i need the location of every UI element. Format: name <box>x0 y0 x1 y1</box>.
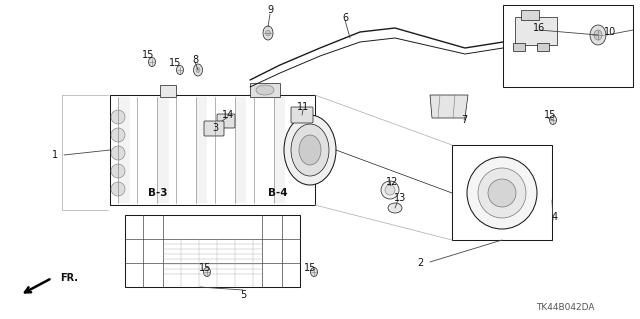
Text: 11: 11 <box>297 102 309 112</box>
FancyBboxPatch shape <box>291 107 313 123</box>
Ellipse shape <box>111 164 125 178</box>
Text: FR.: FR. <box>60 273 78 283</box>
Text: 8: 8 <box>192 55 198 65</box>
Text: 16: 16 <box>533 23 545 33</box>
Ellipse shape <box>385 185 395 195</box>
Text: 15: 15 <box>142 50 154 60</box>
Bar <box>110 95 315 205</box>
Ellipse shape <box>111 182 125 196</box>
Ellipse shape <box>177 65 184 75</box>
Ellipse shape <box>310 268 317 277</box>
Ellipse shape <box>266 30 271 36</box>
Bar <box>250 83 280 97</box>
Text: B-3: B-3 <box>148 188 168 198</box>
Text: 15: 15 <box>169 58 181 68</box>
Bar <box>537 43 549 51</box>
Bar <box>196 97 207 203</box>
FancyBboxPatch shape <box>204 121 224 136</box>
Text: 7: 7 <box>461 115 467 125</box>
Text: TK44B042DA: TK44B042DA <box>536 303 595 313</box>
Bar <box>452 145 552 240</box>
Text: 4: 4 <box>552 212 558 222</box>
Text: 13: 13 <box>394 193 406 203</box>
Ellipse shape <box>488 179 516 207</box>
Ellipse shape <box>111 110 125 124</box>
Text: 6: 6 <box>342 13 348 23</box>
Ellipse shape <box>284 115 336 185</box>
Ellipse shape <box>550 115 557 124</box>
Bar <box>515 17 557 45</box>
Text: B-4: B-4 <box>268 188 288 198</box>
Bar <box>157 97 168 203</box>
Text: 10: 10 <box>604 27 616 37</box>
Ellipse shape <box>148 57 156 66</box>
Ellipse shape <box>196 68 200 72</box>
Ellipse shape <box>291 124 329 176</box>
Ellipse shape <box>256 85 274 95</box>
Bar <box>118 97 130 203</box>
Text: 3: 3 <box>212 123 218 133</box>
Ellipse shape <box>388 203 402 213</box>
Ellipse shape <box>594 30 602 40</box>
Ellipse shape <box>111 146 125 160</box>
Text: 15: 15 <box>199 263 211 273</box>
Ellipse shape <box>263 26 273 40</box>
Text: 9: 9 <box>267 5 273 15</box>
Ellipse shape <box>478 168 526 218</box>
Ellipse shape <box>381 181 399 199</box>
Text: 1: 1 <box>52 150 58 160</box>
Bar <box>273 97 285 203</box>
Bar <box>125 215 300 287</box>
Ellipse shape <box>299 135 321 165</box>
Text: 15: 15 <box>544 110 556 120</box>
Bar <box>235 97 246 203</box>
Bar <box>160 85 176 97</box>
Bar <box>513 43 525 51</box>
Ellipse shape <box>467 157 537 229</box>
Ellipse shape <box>204 268 211 277</box>
Text: 5: 5 <box>240 290 246 300</box>
Text: 2: 2 <box>417 258 423 268</box>
Text: 12: 12 <box>386 177 398 187</box>
Bar <box>521 10 539 20</box>
FancyBboxPatch shape <box>217 114 235 128</box>
Ellipse shape <box>111 128 125 142</box>
Ellipse shape <box>590 25 606 45</box>
Text: 14: 14 <box>222 110 234 120</box>
Text: 15: 15 <box>304 263 316 273</box>
Polygon shape <box>430 95 468 118</box>
Bar <box>503 5 633 87</box>
Ellipse shape <box>193 64 202 76</box>
